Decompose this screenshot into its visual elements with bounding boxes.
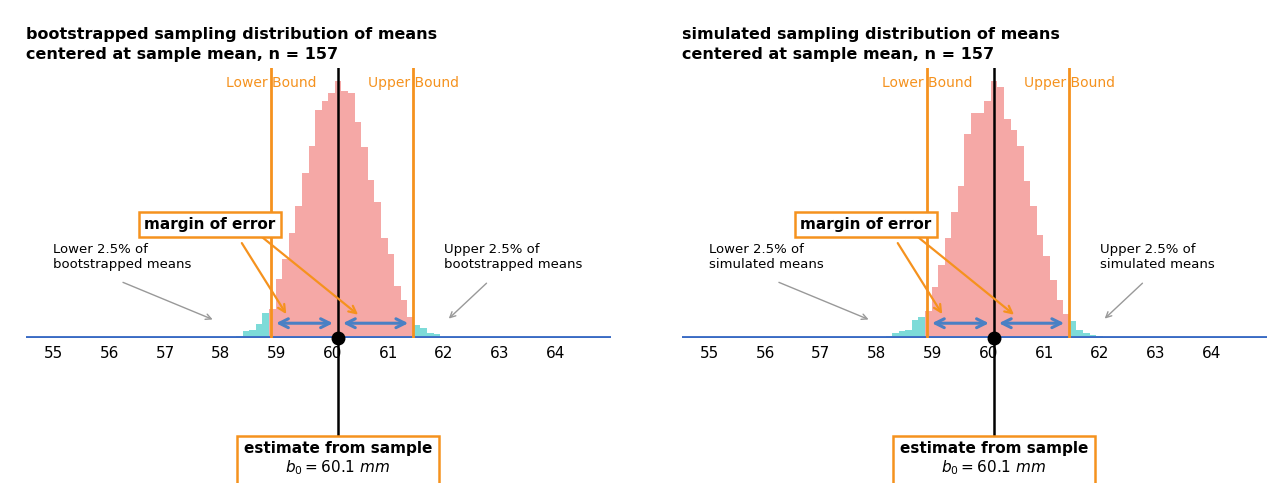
Bar [302, 172, 308, 338]
Bar [321, 101, 328, 338]
Bar [315, 111, 321, 338]
Bar [991, 81, 997, 338]
Text: Upper Bound: Upper Bound [1024, 76, 1115, 90]
Bar [957, 186, 965, 338]
Bar [951, 212, 957, 338]
Bar [308, 146, 315, 338]
Text: simulated sampling distribution of means
centered at sample mean, n = 157: simulated sampling distribution of means… [681, 28, 1060, 62]
Bar [925, 312, 932, 338]
Bar [282, 259, 289, 338]
Bar [342, 91, 348, 338]
Bar [1070, 321, 1076, 338]
Bar [361, 147, 367, 338]
Bar [420, 328, 428, 338]
Bar [1011, 130, 1018, 338]
Bar [407, 317, 413, 338]
Bar [335, 81, 342, 338]
Bar [886, 336, 892, 338]
Bar [1056, 300, 1064, 338]
Bar [1004, 119, 1011, 338]
Bar [388, 254, 394, 338]
Bar [256, 324, 262, 338]
Bar [434, 334, 440, 338]
Text: margin of error: margin of error [800, 217, 932, 232]
Bar [269, 309, 275, 338]
Bar [1064, 313, 1070, 338]
Bar [289, 233, 296, 338]
Text: Lower 2.5% of
simulated means: Lower 2.5% of simulated means [709, 243, 824, 271]
Bar [911, 320, 919, 338]
Bar [394, 286, 401, 338]
Text: estimate from sample
$b_0 = 60.1\ mm$: estimate from sample $b_0 = 60.1\ mm$ [900, 441, 1088, 477]
Bar [262, 313, 269, 338]
Text: Upper 2.5% of
bootstrapped means: Upper 2.5% of bootstrapped means [444, 243, 582, 271]
Bar [1083, 333, 1089, 338]
Bar [1050, 280, 1056, 338]
Bar [932, 287, 938, 338]
Bar [997, 87, 1004, 338]
Bar [899, 331, 905, 338]
Text: Lower Bound: Lower Bound [882, 76, 973, 90]
Bar [978, 113, 984, 338]
Bar [1030, 206, 1037, 338]
Bar [229, 337, 237, 338]
Bar [919, 317, 925, 338]
Bar [428, 333, 434, 338]
Bar [965, 134, 972, 338]
Bar [1064, 337, 1070, 338]
Bar [355, 122, 361, 338]
Bar [367, 180, 374, 338]
Bar [1096, 337, 1102, 338]
Bar [972, 113, 978, 338]
Text: margin of error: margin of error [145, 217, 275, 232]
Bar [1024, 181, 1030, 338]
Bar [1037, 235, 1043, 338]
Text: Lower 2.5% of
bootstrapped means: Lower 2.5% of bootstrapped means [54, 243, 192, 271]
Bar [401, 300, 407, 338]
Bar [348, 94, 355, 338]
Bar [413, 325, 420, 338]
Bar [1018, 146, 1024, 338]
Bar [938, 265, 945, 338]
Text: Upper Bound: Upper Bound [367, 76, 458, 90]
Text: bootstrapped sampling distribution of means
centered at sample mean, n = 157: bootstrapped sampling distribution of me… [26, 28, 436, 62]
Bar [905, 329, 911, 338]
Bar [984, 101, 991, 338]
Bar [374, 202, 381, 338]
Text: Lower Bound: Lower Bound [225, 76, 316, 90]
Bar [296, 206, 302, 338]
Bar [1076, 329, 1083, 338]
Text: estimate from sample
$b_0 = 60.1\ mm$: estimate from sample $b_0 = 60.1\ mm$ [243, 441, 433, 477]
Bar [381, 239, 388, 338]
Bar [275, 279, 282, 338]
Bar [237, 336, 243, 338]
Bar [1089, 335, 1096, 338]
Bar [269, 326, 275, 338]
Bar [328, 94, 335, 338]
Bar [925, 329, 932, 338]
Bar [945, 238, 951, 338]
Text: Upper 2.5% of
simulated means: Upper 2.5% of simulated means [1100, 243, 1215, 271]
Bar [1043, 256, 1050, 338]
Bar [243, 331, 250, 338]
Bar [250, 330, 256, 338]
Bar [407, 336, 413, 338]
Bar [892, 333, 899, 338]
